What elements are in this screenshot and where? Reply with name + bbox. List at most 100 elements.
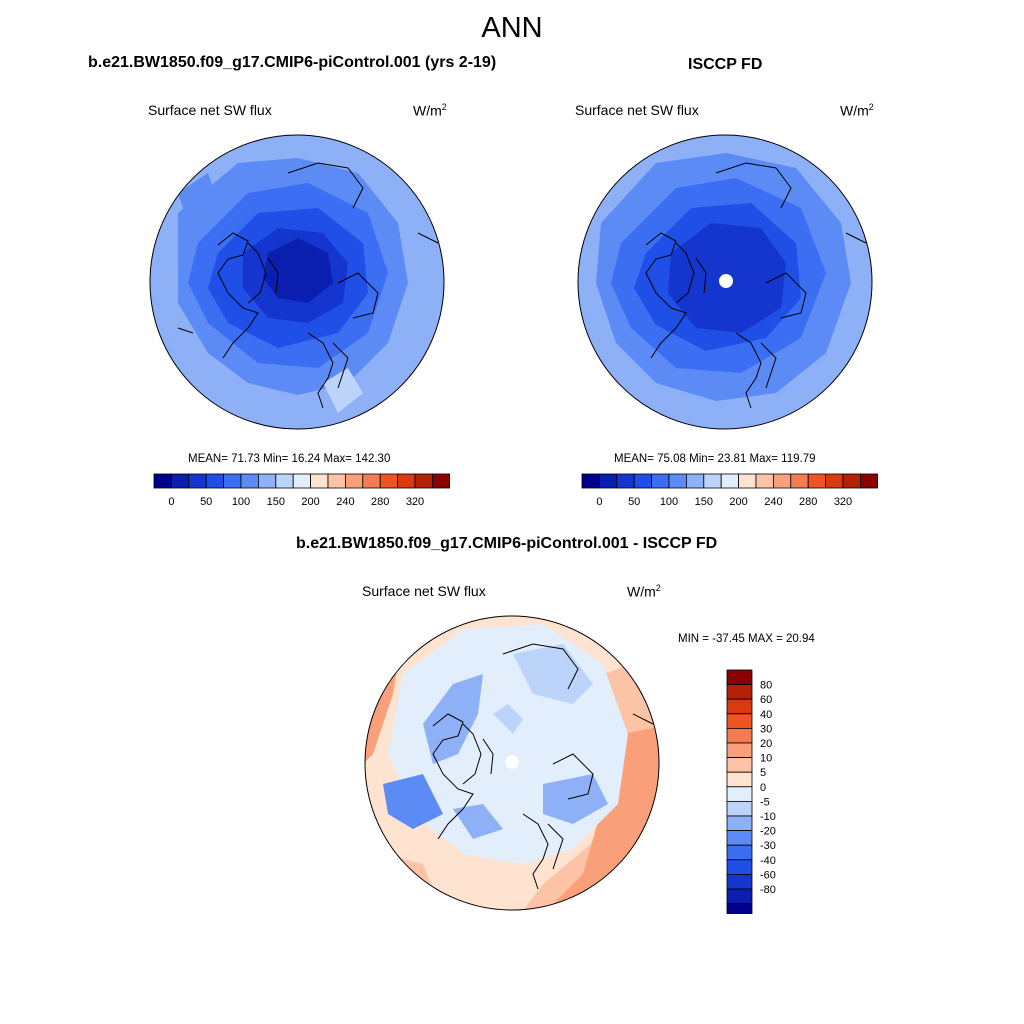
diff-colorbar-label: -30 — [760, 840, 776, 852]
right-colorbar-swatch — [720, 473, 739, 489]
right-polar-map — [577, 134, 873, 430]
left-colorbar-label: 0 — [168, 496, 174, 508]
right-colorbar-swatch — [703, 473, 722, 489]
right-colorbar-swatch — [825, 473, 844, 489]
diff-colorbar-label: -60 — [760, 869, 776, 881]
left-colorbar-swatch — [431, 473, 450, 489]
left-colorbar-swatch — [310, 473, 329, 489]
right-colorbar-swatch — [790, 473, 809, 489]
diff-colorbar-swatch — [726, 873, 753, 890]
diff-colorbar-swatch — [726, 698, 753, 715]
left-colorbar-swatch — [362, 473, 381, 489]
diff-polar-map — [364, 615, 660, 911]
right-colorbar-label: 50 — [628, 496, 640, 508]
left-colorbar-swatch — [170, 473, 190, 489]
left-colorbar-label: 200 — [301, 496, 319, 508]
left-colorbar-label: 50 — [200, 496, 212, 508]
left-colorbar-swatch — [258, 473, 277, 489]
diff-colorbar-swatch — [726, 669, 753, 686]
figure-title: ANN — [481, 12, 543, 44]
right-colorbar: 0 50 100 150 200 240 280 320 — [581, 473, 878, 508]
left-colorbar: 0 50 100 150 200 240 280 320 — [153, 473, 450, 508]
right-colorbar-label: 280 — [799, 496, 817, 508]
right-colorbar-swatch — [807, 473, 826, 489]
right-colorbar-swatch — [842, 473, 861, 489]
right-colorbar-label: 150 — [695, 496, 713, 508]
diff-colorbar-swatch — [726, 757, 753, 773]
diff-colorbar-swatch — [726, 830, 753, 846]
left-colorbar-label: 280 — [371, 496, 389, 508]
right-colorbar-swatch — [598, 473, 618, 489]
diff-colorbar-label: 0 — [760, 782, 766, 794]
diff-colorbar: 80 60 40 30 20 10 5 0 -5 -10 -20 -30 -40 -60 -80 — [726, 669, 776, 914]
diff-colorbar-swatch — [726, 815, 753, 832]
left-colorbar-swatch — [240, 473, 259, 489]
diff-colorbar-swatch — [726, 903, 753, 914]
left-colorbar-swatch — [414, 473, 433, 489]
diff-colorbar-swatch — [726, 742, 753, 759]
left-colorbar-swatch — [327, 473, 346, 489]
right-colorbar-label: 200 — [729, 496, 747, 508]
diff-colorbar-swatch — [726, 684, 753, 700]
right-colorbar-swatch — [859, 473, 878, 489]
diff-colorbar-label: -80 — [760, 884, 776, 896]
diff-stats: MIN = -37.45 MAX = 20.94 — [678, 633, 815, 645]
diff-colorbar-label: -20 — [760, 826, 776, 838]
left-colorbar-label: 320 — [406, 496, 424, 508]
left-panel-title: b.e21.BW1850.f09_g17.CMIP6-piControl.001… — [88, 54, 497, 71]
diff-colorbar-label: 40 — [760, 709, 772, 721]
right-colorbar-swatch — [738, 473, 757, 489]
diff-colorbar-swatch — [726, 888, 753, 905]
diff-colorbar-swatch — [726, 713, 753, 729]
diff-units-label: W/m2 — [627, 583, 661, 600]
right-colorbar-swatch — [651, 473, 670, 489]
right-colorbar-swatch — [772, 473, 792, 489]
diff-colorbar-label: 60 — [760, 694, 772, 706]
diff-colorbar-swatch — [726, 844, 753, 861]
diff-colorbar-swatch — [726, 786, 753, 802]
right-colorbar-swatch — [686, 473, 705, 489]
right-variable-label: Surface net SW flux — [575, 102, 699, 118]
right-colorbar-swatch — [616, 473, 635, 489]
left-colorbar-label: 150 — [267, 496, 285, 508]
left-stats: MEAN= 71.73 Min= 16.24 Max= 142.30 — [188, 453, 391, 465]
right-units-label: W/m2 — [840, 102, 874, 119]
left-colorbar-swatch — [275, 473, 294, 489]
right-colorbar-swatch — [668, 473, 687, 489]
left-colorbar-swatch — [153, 473, 172, 489]
diff-colorbar-label: 80 — [760, 680, 772, 692]
diff-variable-label: Surface net SW flux — [362, 583, 486, 599]
right-colorbar-swatch — [633, 473, 653, 489]
diff-colorbar-swatch — [726, 859, 753, 875]
right-colorbar-swatch — [755, 473, 774, 489]
left-variable-label: Surface net SW flux — [148, 102, 272, 118]
left-colorbar-swatch — [205, 473, 225, 489]
left-colorbar-label: 100 — [232, 496, 250, 508]
diff-colorbar-label: -10 — [760, 811, 776, 823]
right-colorbar-label: 0 — [596, 496, 602, 508]
diff-colorbar-label: 10 — [760, 753, 772, 765]
diff-colorbar-swatch — [726, 771, 753, 788]
diff-colorbar-label: -5 — [760, 796, 770, 808]
right-colorbar-label: 240 — [764, 496, 782, 508]
left-colorbar-swatch — [379, 473, 398, 489]
left-colorbar-swatch — [397, 473, 416, 489]
right-colorbar-swatch — [581, 473, 600, 489]
right-panel-title: ISCCP FD — [688, 56, 763, 73]
left-colorbar-swatch — [344, 473, 364, 489]
left-colorbar-swatch — [188, 473, 207, 489]
left-units-label: W/m2 — [413, 102, 447, 119]
diff-colorbar-label: 30 — [760, 723, 772, 735]
left-polar-map — [149, 134, 445, 430]
diff-colorbar-label: 20 — [760, 738, 772, 750]
left-colorbar-swatch — [292, 473, 311, 489]
left-colorbar-swatch — [223, 473, 242, 489]
diff-colorbar-swatch — [726, 728, 753, 744]
right-colorbar-label: 100 — [660, 496, 678, 508]
right-colorbar-label: 320 — [834, 496, 852, 508]
diff-colorbar-label: 5 — [760, 767, 766, 779]
right-stats: MEAN= 75.08 Min= 23.81 Max= 119.79 — [614, 453, 816, 465]
diff-colorbar-swatch — [726, 800, 753, 817]
diff-colorbar-label: -40 — [760, 855, 776, 867]
left-colorbar-label: 240 — [336, 496, 354, 508]
